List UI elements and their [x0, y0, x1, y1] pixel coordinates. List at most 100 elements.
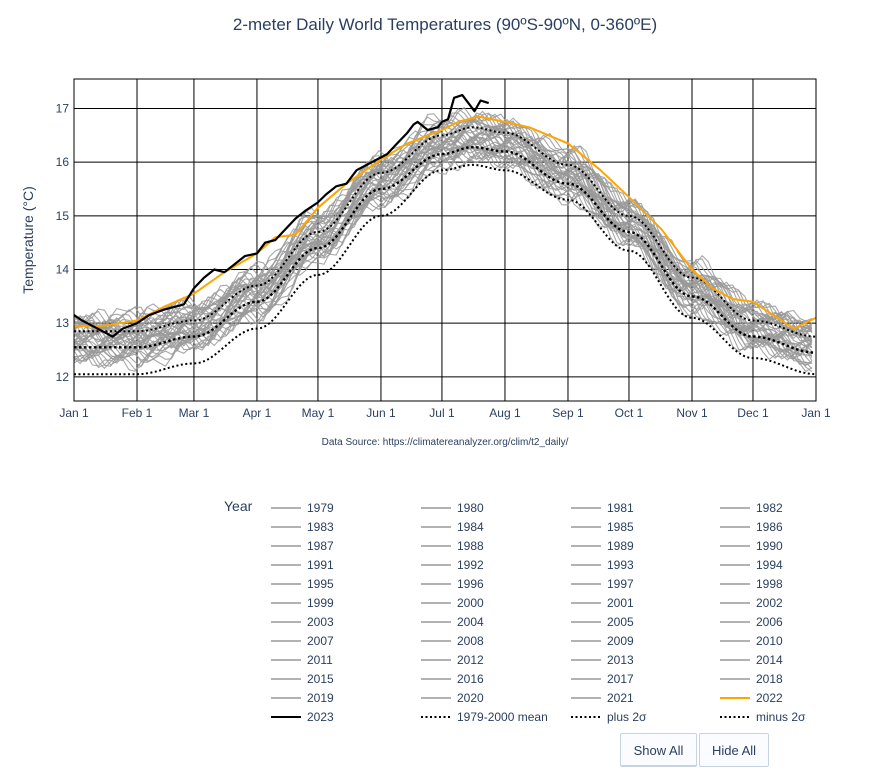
legend-swatch	[421, 525, 451, 528]
legend-item-1998[interactable]: 1998	[719, 574, 783, 593]
legend-swatch	[271, 525, 301, 528]
legend-item-1997[interactable]: 1997	[570, 574, 634, 593]
legend-item-1994[interactable]: 1994	[719, 555, 783, 574]
legend-item-2007[interactable]: 2007	[270, 631, 334, 650]
legend-item-2006[interactable]: 2006	[719, 612, 783, 631]
legend-item-label: 2019	[307, 690, 334, 705]
legend-item-label: 2022	[756, 690, 783, 705]
legend-item-label: 1990	[756, 538, 783, 553]
hide-all-button[interactable]: Hide All	[699, 733, 769, 767]
legend-item-2014[interactable]: 2014	[719, 650, 783, 669]
legend-swatch	[571, 544, 601, 547]
legend-item-label: 1988	[457, 538, 484, 553]
legend-swatch	[571, 696, 601, 699]
legend-item-1995[interactable]: 1995	[270, 574, 334, 593]
legend-item-1986[interactable]: 1986	[719, 517, 783, 536]
legend-item-1992[interactable]: 1992	[420, 555, 484, 574]
legend-item-1999[interactable]: 1999	[270, 593, 334, 612]
legend-item-2009[interactable]: 2009	[570, 631, 634, 650]
x-tick-label: May 1	[302, 406, 335, 420]
legend-item-1985[interactable]: 1985	[570, 517, 634, 536]
legend-item-label: 2021	[607, 690, 634, 705]
legend-item-2013[interactable]: 2013	[570, 650, 634, 669]
legend-swatch	[271, 506, 301, 509]
legend-item-2001[interactable]: 2001	[570, 593, 634, 612]
legend-item-2015[interactable]: 2015	[270, 669, 334, 688]
legend-item-2005[interactable]: 2005	[570, 612, 634, 631]
legend-item-label: plus 2σ	[607, 709, 647, 724]
legend-swatch	[421, 639, 451, 642]
legend-item-1989[interactable]: 1989	[570, 536, 634, 555]
legend-item-1981[interactable]: 1981	[570, 498, 634, 517]
legend-item-2022[interactable]: 2022	[719, 688, 783, 707]
legend-item-1980[interactable]: 1980	[420, 498, 484, 517]
legend-item-label: 2007	[307, 633, 334, 648]
legend-item-1991[interactable]: 1991	[270, 555, 334, 574]
y-axis-label: Temperature (°C)	[20, 186, 36, 294]
legend-item-2002[interactable]: 2002	[719, 593, 783, 612]
legend-item-1979-2000-mean[interactable]: 1979-2000 mean	[420, 707, 548, 726]
legend-item-2016[interactable]: 2016	[420, 669, 484, 688]
legend-item-1982[interactable]: 1982	[719, 498, 783, 517]
x-tick-label: Aug 1	[489, 406, 521, 420]
legend-item-2012[interactable]: 2012	[420, 650, 484, 669]
legend-swatch	[271, 658, 301, 661]
legend-item-label: 2004	[457, 614, 484, 629]
legend-swatch	[571, 658, 601, 661]
legend-item-1987[interactable]: 1987	[270, 536, 334, 555]
legend-swatch	[571, 563, 601, 566]
legend-item-2010[interactable]: 2010	[719, 631, 783, 650]
legend-item-1984[interactable]: 1984	[420, 517, 484, 536]
legend-swatch	[421, 601, 451, 604]
year-line-1990	[73, 136, 813, 366]
legend-item-1993[interactable]: 1993	[570, 555, 634, 574]
legend-swatch	[720, 544, 750, 547]
x-tick-label: Sep 1	[552, 406, 584, 420]
legend-item-plus-2[interactable]: plus 2σ	[570, 707, 646, 726]
x-tick-label: Feb 1	[122, 406, 153, 420]
year-2022-line	[74, 115, 817, 330]
legend-item-2020[interactable]: 2020	[420, 688, 484, 707]
legend-item-1990[interactable]: 1990	[719, 536, 783, 555]
y-axis-ticks: 12 13 14 15 16 17	[56, 102, 70, 384]
legend-item-2003[interactable]: 2003	[270, 612, 334, 631]
legend-swatch	[421, 658, 451, 661]
legend-item-2018[interactable]: 2018	[719, 669, 783, 688]
legend-swatch	[271, 582, 301, 585]
legend-item-1988[interactable]: 1988	[420, 536, 484, 555]
legend-item-minus-2[interactable]: minus 2σ	[719, 707, 805, 726]
legend-item-1996[interactable]: 1996	[420, 574, 484, 593]
legend-swatch	[271, 677, 301, 680]
legend-item-label: 1992	[457, 557, 484, 572]
legend-item-2011[interactable]: 2011	[270, 650, 333, 669]
legend-item-label: 1979	[307, 500, 334, 515]
legend-item-2017[interactable]: 2017	[570, 669, 634, 688]
legend-item-2000[interactable]: 2000	[420, 593, 484, 612]
legend-item-label: 1983	[307, 519, 334, 534]
legend-item-label: 1994	[756, 557, 783, 572]
legend-item-2019[interactable]: 2019	[270, 688, 334, 707]
x-tick-label: Mar 1	[179, 406, 210, 420]
legend-item-1979[interactable]: 1979	[270, 498, 334, 517]
legend-swatch	[720, 620, 750, 623]
y-tick-label: 17	[56, 102, 70, 116]
show-all-button[interactable]: Show All	[620, 733, 697, 767]
legend-swatch	[720, 563, 750, 566]
legend-item-2021[interactable]: 2021	[570, 688, 634, 707]
year-line-1988	[73, 134, 813, 367]
legend-item-label: 2008	[457, 633, 484, 648]
legend-swatch	[421, 582, 451, 585]
legend-swatch	[720, 715, 750, 718]
legend-swatch	[421, 563, 451, 566]
legend-item-2008[interactable]: 2008	[420, 631, 484, 650]
x-axis-ticks: Jan 1 Feb 1 Mar 1 Apr 1 May 1 Jun 1 Jul 1 Aug 1…	[59, 406, 831, 420]
legend-item-1983[interactable]: 1983	[270, 517, 334, 536]
y-tick-label: 15	[56, 209, 70, 223]
legend-item-label: 2006	[756, 614, 783, 629]
legend-item-2023[interactable]: 2023	[270, 707, 334, 726]
year-line-1999	[73, 130, 813, 351]
x-tick-label: Oct 1	[615, 406, 644, 420]
legend-item-2004[interactable]: 2004	[420, 612, 484, 631]
legend-swatch	[571, 620, 601, 623]
legend-item-label: 2013	[607, 652, 634, 667]
